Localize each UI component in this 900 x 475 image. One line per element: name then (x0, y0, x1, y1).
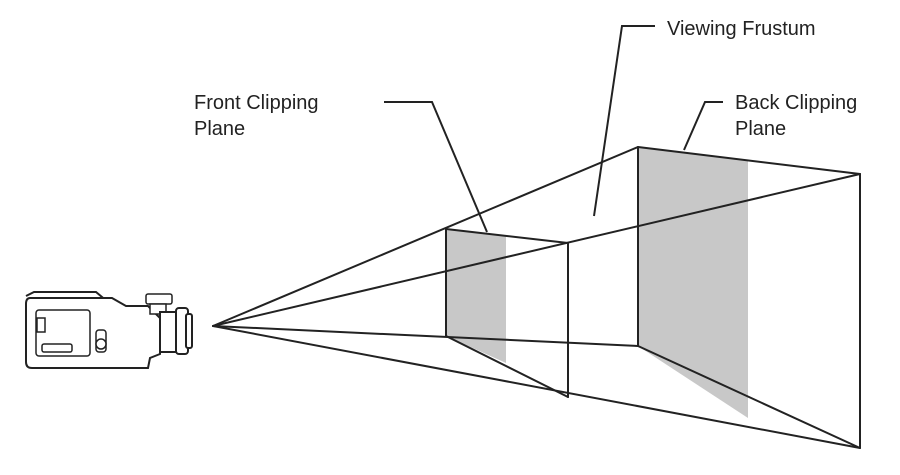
back-clipping-plane-label-line1: Back Clipping (735, 92, 857, 114)
back-clipping-plane (637, 146, 861, 449)
frustum-edges (212, 146, 861, 449)
frustum-edge-bottom-right (212, 325, 861, 449)
front-clipping-leader (384, 101, 488, 233)
frustum-edge-top-right (212, 173, 861, 327)
viewing-frustum-leader (593, 25, 655, 217)
front-clipping-plane-shading (446, 229, 506, 363)
back-clipping-plane-shading (638, 147, 748, 418)
frustum-edge-top-left (212, 146, 639, 327)
back-clipping-plane-label-line2: Plane (735, 118, 786, 140)
video-camera-icon (25, 291, 193, 369)
front-clipping-plane-label-line1: Front Clipping (194, 92, 319, 114)
frustum-edge-bottom-left (212, 325, 639, 347)
front-clipping-plane-label-line2: Plane (194, 118, 245, 140)
back-clipping-leader (683, 101, 723, 151)
front-clipping-plane (445, 228, 569, 398)
viewing-frustum-label: Viewing Frustum (667, 18, 816, 40)
